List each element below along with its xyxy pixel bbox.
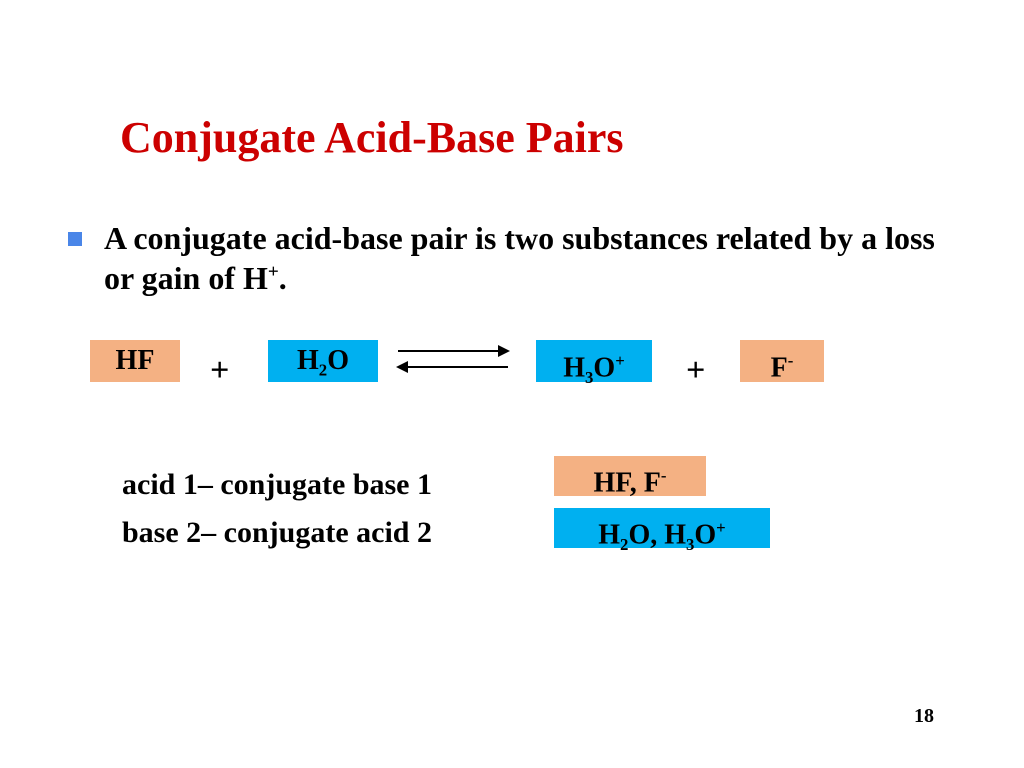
slide-title: Conjugate Acid-Base Pairs <box>120 112 624 163</box>
pair-chip-1: HF, F- <box>554 456 706 496</box>
equation-h3o-chip: H3O+ <box>536 340 652 382</box>
bullet-marker-icon <box>68 232 82 246</box>
pair-chip-2: H2O, H3O+ <box>554 508 770 548</box>
equation-fminus-chip: F- <box>740 340 824 382</box>
equation-plus-2: + <box>686 352 705 390</box>
equation-h2o-chip: H2O <box>268 340 378 382</box>
slide: Conjugate Acid-Base Pairs A conjugate ac… <box>0 0 1024 768</box>
equation-hf-chip: HF <box>90 340 180 382</box>
equation-plus-1: + <box>210 352 229 390</box>
bullet-row: A conjugate acid-base pair is two substa… <box>68 218 944 298</box>
pair-label-1: acid 1– conjugate base 1 <box>122 468 432 502</box>
page-number: 18 <box>914 705 934 728</box>
equilibrium-arrows-icon <box>398 338 518 380</box>
bullet-text: A conjugate acid-base pair is two substa… <box>104 218 944 298</box>
pair-label-2: base 2– conjugate acid 2 <box>122 516 432 550</box>
